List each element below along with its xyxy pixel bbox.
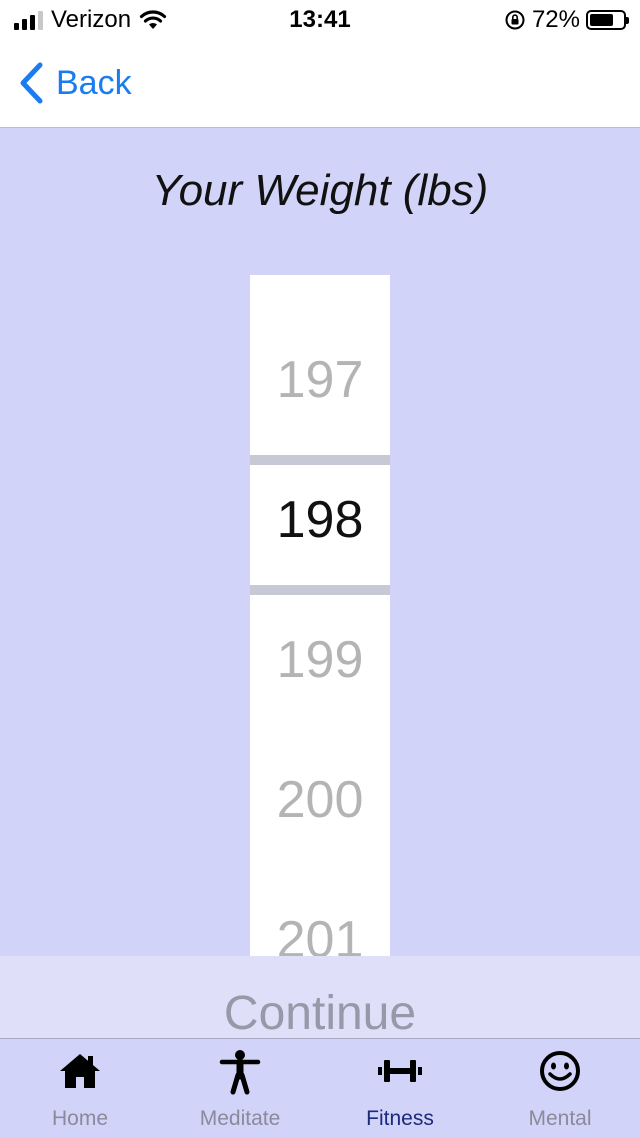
status-right: 72%: [504, 6, 626, 34]
weight-picker[interactable]: 197 198 199 200 201: [250, 275, 390, 956]
tab-fitness[interactable]: Fitness: [320, 1039, 480, 1137]
picker-item[interactable]: 199: [250, 630, 390, 690]
smiley-icon: [538, 1049, 582, 1093]
selection-divider-bottom: [250, 585, 390, 595]
dumbbell-icon: [377, 1049, 423, 1093]
tab-home[interactable]: Home: [0, 1039, 160, 1137]
picker-item[interactable]: 200: [250, 770, 390, 830]
battery-icon: [586, 10, 626, 30]
person-icon: [218, 1049, 262, 1095]
main-content: Your Weight (lbs) 197 198 199 200 201: [0, 128, 640, 956]
selection-divider-top: [250, 455, 390, 465]
continue-button[interactable]: Continue: [0, 986, 640, 1038]
rotation-lock-icon: [504, 9, 526, 31]
battery-percent: 72%: [532, 6, 580, 34]
chevron-left-icon: [18, 62, 44, 104]
tab-label: Home: [0, 1107, 160, 1131]
tab-label: Fitness: [320, 1107, 480, 1131]
status-bar: Verizon 13:41 72%: [0, 0, 640, 40]
battery-level: [590, 14, 613, 26]
back-button[interactable]: Back: [18, 62, 132, 104]
tab-meditate[interactable]: Meditate: [160, 1039, 320, 1137]
tab-label: Mental: [480, 1107, 640, 1131]
page-title: Your Weight (lbs): [0, 166, 640, 216]
picker-item-selected[interactable]: 198: [250, 490, 390, 550]
tab-mental[interactable]: Mental: [480, 1039, 640, 1137]
tab-bar: Home Meditate Fitness: [0, 1038, 640, 1137]
picker-item[interactable]: 201: [250, 910, 390, 956]
tab-label: Meditate: [160, 1107, 320, 1131]
back-label: Back: [56, 64, 132, 103]
navigation-bar: Back: [0, 40, 640, 128]
home-icon: [58, 1049, 102, 1093]
picker-item[interactable]: 197: [250, 350, 390, 410]
continue-area: Continue: [0, 956, 640, 1038]
